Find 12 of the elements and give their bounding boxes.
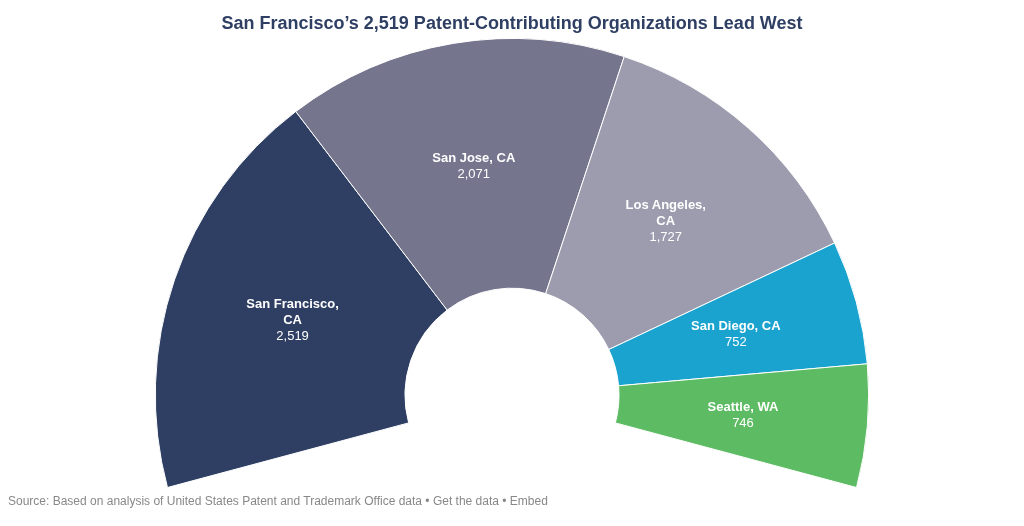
- data-label: 746: [732, 414, 754, 430]
- data-label: 752: [724, 334, 747, 350]
- data-label: 2,071: [457, 166, 491, 182]
- slice-label: San Francisco, CA: [246, 295, 339, 327]
- source-note: Source: Based on analysis of United States Patent and Trademark Office data • Get the data • Embed: [8, 494, 549, 508]
- chart-title: San Francisco’s 2,519 Patent-Contributing Organizations Lead West: [220, 12, 804, 35]
- slice-label: San Jose, CA: [432, 150, 516, 166]
- slice-label: Los Angeles, CA: [625, 197, 706, 229]
- data-label: 2,519: [276, 327, 309, 343]
- slice-label: San Diego, CA: [691, 318, 782, 334]
- data-label: 1,727: [649, 229, 683, 245]
- slice-label: Seattle, WA: [707, 398, 779, 414]
